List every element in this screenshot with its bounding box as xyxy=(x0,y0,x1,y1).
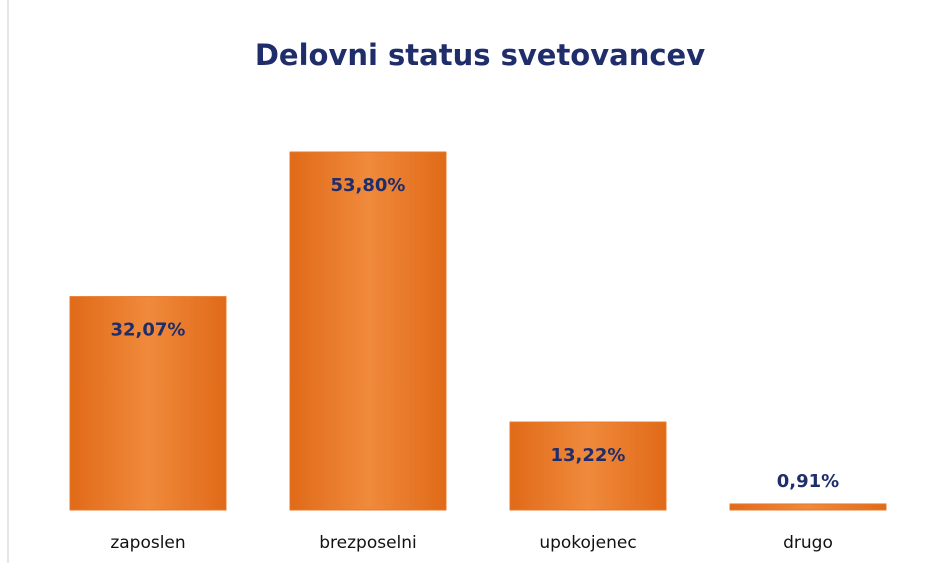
value-label: 13,22% xyxy=(551,445,626,466)
bar xyxy=(509,421,667,511)
x-tick-label: zaposlen xyxy=(110,533,185,553)
x-tick-label: upokojenec xyxy=(539,533,636,553)
value-label: 32,07% xyxy=(111,320,186,341)
bar xyxy=(289,151,447,511)
x-tick-label: drugo xyxy=(783,533,833,553)
bar xyxy=(69,296,227,511)
value-label: 53,80% xyxy=(331,175,406,196)
bar xyxy=(729,503,887,511)
value-label: 0,91% xyxy=(777,471,839,492)
x-tick-label: brezposelni xyxy=(319,533,417,553)
chart-title: Delovni status svetovancev xyxy=(255,38,705,72)
